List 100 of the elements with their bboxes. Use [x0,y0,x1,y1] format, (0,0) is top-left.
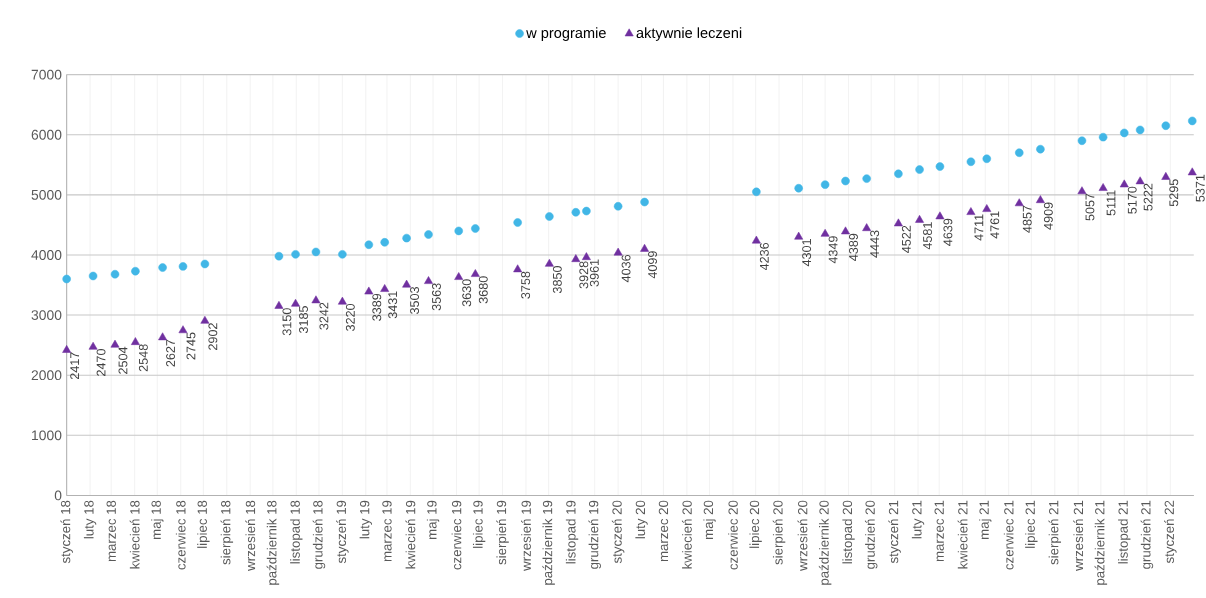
x-tick-label: grudzień 18 [312,500,326,569]
x-tick-label: luty 20 [635,500,648,539]
point [470,269,480,277]
x-tick-label: grudzień 19 [588,500,601,569]
point [402,279,412,288]
point [571,254,581,263]
data-label: 3563 [432,283,441,311]
point [424,230,433,239]
point [311,247,321,257]
data-label: 4389 [849,233,858,261]
x-tick-label: maj 20 [703,500,716,540]
x-tick-label: czerwiec 18 [175,500,186,570]
y-tick-label: 6000 [31,129,62,140]
data-label: 5371 [1195,174,1205,202]
y-tick-label: 7000 [31,69,62,80]
x-tick-label: październik 18 [266,500,280,585]
x-tick-label: lipiec 18 [197,500,210,548]
point [966,157,976,167]
point [640,197,649,207]
point [178,325,188,334]
data-label: 2417 [70,352,80,380]
data-label: 3389 [372,293,382,321]
x-tick-label: październik 21 [1094,500,1108,585]
x-tick-label: listopad 20 [842,500,855,564]
point [935,211,945,220]
data-label: 4909 [1043,202,1053,230]
point [752,187,761,197]
data-label: 4711 [974,214,984,241]
point [291,298,300,307]
x-tick-label: kwiecień 21 [957,500,968,569]
data-label: 3185 [299,306,308,334]
data-label: 4443 [870,230,880,258]
y-tick-label: 4000 [31,250,62,260]
data-label: 4099 [648,251,657,279]
point [820,228,830,237]
data-label: 5111 [1106,190,1116,216]
point [613,202,623,211]
point [110,270,120,279]
point [581,252,591,261]
point [158,263,167,272]
point [982,154,992,164]
point [582,206,591,216]
data-label: 3758 [521,271,531,299]
legend-label: w programie [526,27,606,41]
point [1098,183,1108,191]
point [794,231,804,240]
point [62,274,71,284]
data-label: 2470 [96,349,106,376]
x-tick-label: marzec 18 [106,500,116,562]
data-label: 3928 [579,261,589,289]
x-tick-label: styczeń 21 [888,500,901,564]
x-tick-label: luty 21 [911,500,925,539]
point [402,233,411,243]
point [841,176,850,186]
point [1119,179,1129,188]
data-label: 4639 [943,218,953,246]
data-label: 3961 [589,259,599,287]
x-tick-label: kwiecień 19 [405,500,416,569]
point [1077,136,1087,146]
data-label: 3503 [410,287,420,315]
point [1015,148,1024,158]
data-label: 3431 [388,291,398,319]
y-tick-label: 1000 [32,430,62,441]
y-tick-label: 0 [54,490,62,501]
point [110,339,120,348]
data-label: 4857 [1022,205,1032,233]
point [1161,172,1171,180]
point [513,218,522,227]
point [380,284,390,292]
point [1161,121,1171,131]
data-label: 4522 [901,225,911,253]
point [1014,198,1024,207]
point [1120,128,1129,138]
data-label: 4761 [990,211,1000,239]
x-tick-label: marzec 20 [658,500,669,562]
data-label: 2745 [186,332,196,360]
point [841,226,850,235]
data-label: 4236 [759,242,769,271]
point [966,207,976,215]
point [1098,132,1108,142]
point [311,295,321,304]
point [454,226,463,236]
point [545,212,554,221]
x-tick-label: listopad 19 [565,500,579,564]
x-tick-label: październik 20 [818,500,832,585]
data-label: 5057 [1085,193,1095,221]
point [1135,125,1145,135]
point [1187,167,1197,176]
point [424,276,433,284]
point [915,165,924,174]
x-tick-label: październik 19 [542,500,555,585]
data-label: 3630 [462,279,472,307]
data-label: 4301 [802,239,812,267]
point [894,169,903,179]
point [274,301,284,309]
x-tick-label: marzec 21 [934,500,944,562]
point [380,238,389,247]
x-tick-label: maj 21 [979,500,992,540]
point [364,286,374,295]
x-tick-label: sierpień 20 [772,500,786,565]
